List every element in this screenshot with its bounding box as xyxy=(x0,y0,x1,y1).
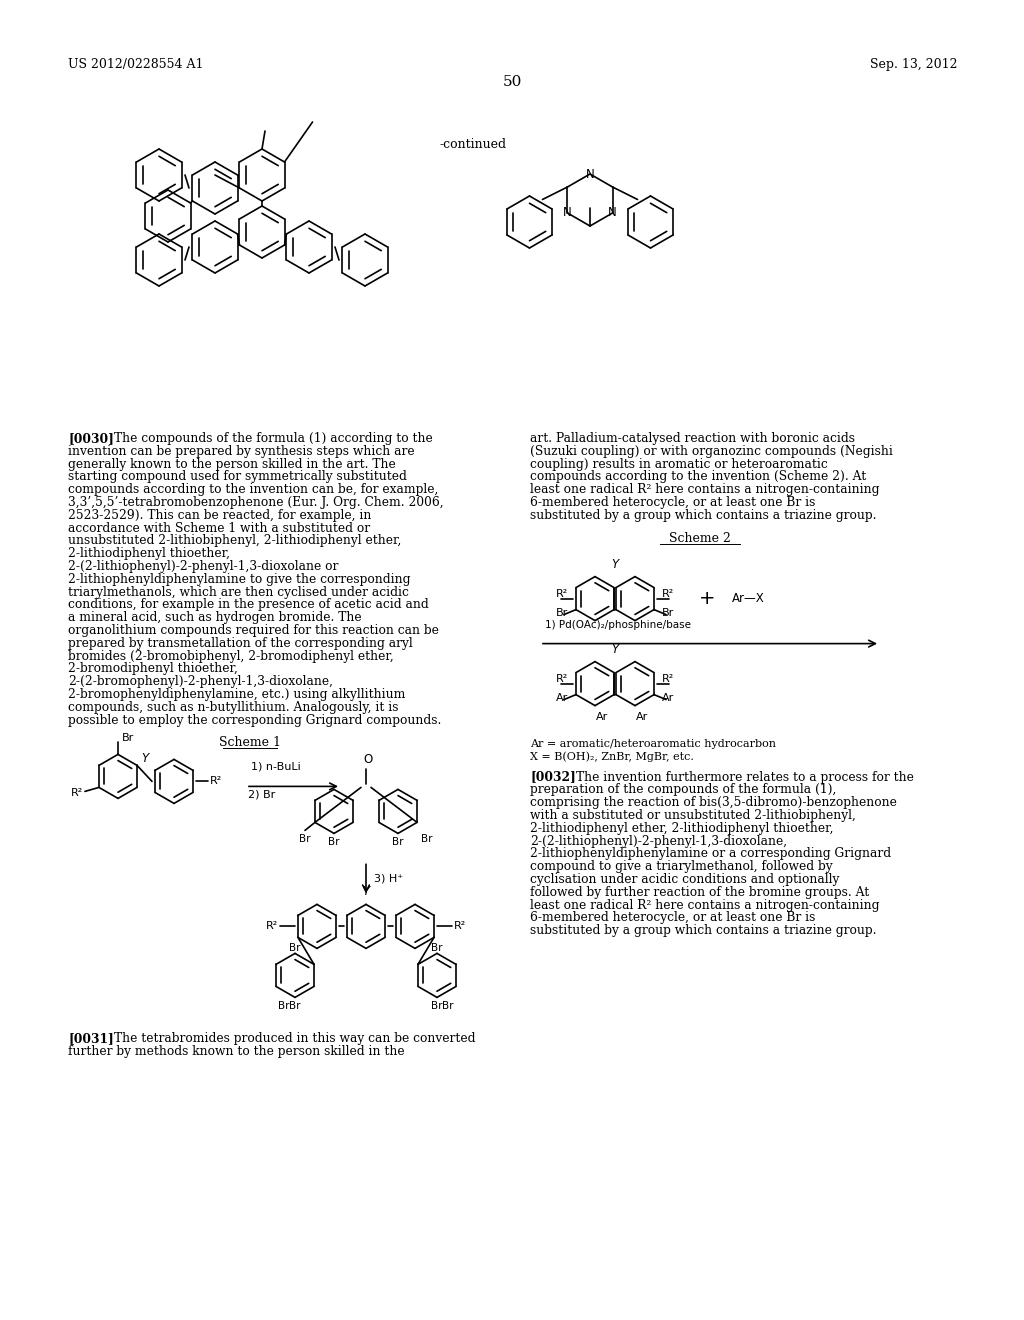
Text: 6-membered heterocycle, or at least one Br is: 6-membered heterocycle, or at least one … xyxy=(530,496,815,510)
Text: N: N xyxy=(608,206,616,219)
Text: Br: Br xyxy=(556,607,568,618)
Text: R²: R² xyxy=(266,921,278,932)
Text: Br: Br xyxy=(122,734,134,743)
Text: Br: Br xyxy=(421,834,433,845)
Text: N: N xyxy=(563,206,571,219)
Text: 2-bromodiphenyl thioether,: 2-bromodiphenyl thioether, xyxy=(68,663,238,676)
Text: -continued: -continued xyxy=(440,139,507,150)
Text: followed by further reaction of the bromine groups. At: followed by further reaction of the brom… xyxy=(530,886,869,899)
Text: 50: 50 xyxy=(503,75,521,88)
Text: 2523-2529). This can be reacted, for example, in: 2523-2529). This can be reacted, for exa… xyxy=(68,508,372,521)
Text: Br: Br xyxy=(442,1002,454,1011)
Text: 2) Br: 2) Br xyxy=(248,789,275,800)
Text: further by methods known to the person skilled in the: further by methods known to the person s… xyxy=(68,1045,404,1059)
Text: preparation of the compounds of the formula (1),: preparation of the compounds of the form… xyxy=(530,783,837,796)
Text: triarylmethanols, which are then cyclised under acidic: triarylmethanols, which are then cyclise… xyxy=(68,586,409,598)
Text: compound to give a triarylmethanol, followed by: compound to give a triarylmethanol, foll… xyxy=(530,861,833,874)
Text: accordance with Scheme 1 with a substituted or: accordance with Scheme 1 with a substitu… xyxy=(68,521,370,535)
Text: compounds according to the invention can be, for example,: compounds according to the invention can… xyxy=(68,483,438,496)
Text: X = B(OH)₂, ZnBr, MgBr, etc.: X = B(OH)₂, ZnBr, MgBr, etc. xyxy=(530,751,694,762)
Text: Br: Br xyxy=(662,607,674,618)
Text: 2-(2-lithiophenyl)-2-phenyl-1,3-dioxolane,: 2-(2-lithiophenyl)-2-phenyl-1,3-dioxolan… xyxy=(530,834,787,847)
Text: R²: R² xyxy=(556,673,568,684)
Text: 3,3’,5,5’-tetrabromobenzophenone (Eur. J. Org. Chem. 2006,: 3,3’,5,5’-tetrabromobenzophenone (Eur. J… xyxy=(68,496,443,510)
Text: 1) n-BuLi: 1) n-BuLi xyxy=(251,762,301,771)
Text: prepared by transmetallation of the corresponding aryl: prepared by transmetallation of the corr… xyxy=(68,636,413,649)
Text: US 2012/0228554 A1: US 2012/0228554 A1 xyxy=(68,58,204,71)
Text: unsubstituted 2-lithiobiphenyl, 2-lithiodiphenyl ether,: unsubstituted 2-lithiobiphenyl, 2-lithio… xyxy=(68,535,401,548)
Text: Ar: Ar xyxy=(636,711,648,722)
Text: starting compound used for symmetrically substituted: starting compound used for symmetrically… xyxy=(68,470,407,483)
Text: R²: R² xyxy=(71,788,83,799)
Text: R²: R² xyxy=(210,776,222,787)
Text: [0032]: [0032] xyxy=(530,771,575,784)
Text: O: O xyxy=(364,754,373,767)
Text: 3) H⁺: 3) H⁺ xyxy=(374,874,403,884)
Text: 1) Pd(OAc)₂/phosphine/base: 1) Pd(OAc)₂/phosphine/base xyxy=(545,619,691,630)
Text: a mineral acid, such as hydrogen bromide. The: a mineral acid, such as hydrogen bromide… xyxy=(68,611,361,624)
Text: R²: R² xyxy=(454,921,466,932)
Text: Ar: Ar xyxy=(662,693,674,702)
Text: Br: Br xyxy=(279,1002,290,1011)
Text: The invention furthermore relates to a process for the: The invention furthermore relates to a p… xyxy=(575,771,913,784)
Text: Ar—X: Ar—X xyxy=(732,593,765,605)
Text: Br: Br xyxy=(289,1002,301,1011)
Text: N: N xyxy=(586,168,594,181)
Text: least one radical R² here contains a nitrogen-containing: least one radical R² here contains a nit… xyxy=(530,899,880,912)
Text: Br: Br xyxy=(299,834,310,845)
Text: conditions, for example in the presence of acetic acid and: conditions, for example in the presence … xyxy=(68,598,429,611)
Text: Br: Br xyxy=(329,837,340,847)
Text: Ar = aromatic/heteroaromatic hydrocarbon: Ar = aromatic/heteroaromatic hydrocarbon xyxy=(530,739,776,748)
Text: Br: Br xyxy=(431,1002,442,1011)
Text: Br: Br xyxy=(431,944,442,953)
Text: bromides (2-bromobiphenyl, 2-bromodiphenyl ether,: bromides (2-bromobiphenyl, 2-bromodiphen… xyxy=(68,649,394,663)
Text: 2-bromophenyldiphenylamine, etc.) using alkyllithium: 2-bromophenyldiphenylamine, etc.) using … xyxy=(68,688,406,701)
Text: substituted by a group which contains a triazine group.: substituted by a group which contains a … xyxy=(530,924,877,937)
Text: The compounds of the formula (1) according to the: The compounds of the formula (1) accordi… xyxy=(114,432,433,445)
Text: with a substituted or unsubstituted 2-lithiobiphenyl,: with a substituted or unsubstituted 2-li… xyxy=(530,809,856,822)
Text: Y: Y xyxy=(362,886,370,899)
Text: Ar: Ar xyxy=(556,693,568,702)
Text: R²: R² xyxy=(662,673,674,684)
Text: generally known to the person skilled in the art. The: generally known to the person skilled in… xyxy=(68,458,395,471)
Text: Y: Y xyxy=(141,752,148,766)
Text: possible to employ the corresponding Grignard compounds.: possible to employ the corresponding Gri… xyxy=(68,714,441,726)
Text: Br: Br xyxy=(289,944,301,953)
Text: Br: Br xyxy=(392,837,403,847)
Text: [0031]: [0031] xyxy=(68,1032,114,1045)
Text: R²: R² xyxy=(662,589,674,598)
Text: 2-lithiophenyldiphenylamine to give the corresponding: 2-lithiophenyldiphenylamine to give the … xyxy=(68,573,411,586)
Text: compounds, such as n-butyllithium. Analogously, it is: compounds, such as n-butyllithium. Analo… xyxy=(68,701,398,714)
Text: 2-(2-bromophenyl)-2-phenyl-1,3-dioxolane,: 2-(2-bromophenyl)-2-phenyl-1,3-dioxolane… xyxy=(68,676,333,688)
Text: organolithium compounds required for this reaction can be: organolithium compounds required for thi… xyxy=(68,624,439,638)
Text: substituted by a group which contains a triazine group.: substituted by a group which contains a … xyxy=(530,508,877,521)
Text: least one radical R² here contains a nitrogen-containing: least one radical R² here contains a nit… xyxy=(530,483,880,496)
Text: 2-lithiophenyldiphenylamine or a corresponding Grignard: 2-lithiophenyldiphenylamine or a corresp… xyxy=(530,847,891,861)
Text: 2-lithiodiphenyl thioether,: 2-lithiodiphenyl thioether, xyxy=(68,548,230,560)
Text: compounds according to the invention (Scheme 2). At: compounds according to the invention (Sc… xyxy=(530,470,866,483)
Text: (Suzuki coupling) or with organozinc compounds (Negishi: (Suzuki coupling) or with organozinc com… xyxy=(530,445,893,458)
Text: art. Palladium-catalysed reaction with boronic acids: art. Palladium-catalysed reaction with b… xyxy=(530,432,855,445)
Text: cyclisation under acidic conditions and optionally: cyclisation under acidic conditions and … xyxy=(530,873,840,886)
Text: Y: Y xyxy=(611,643,618,656)
Text: 2-(2-lithiophenyl)-2-phenyl-1,3-dioxolane or: 2-(2-lithiophenyl)-2-phenyl-1,3-dioxolan… xyxy=(68,560,338,573)
Text: Scheme 1: Scheme 1 xyxy=(219,737,281,750)
Text: Scheme 2: Scheme 2 xyxy=(669,532,731,545)
Text: 6-membered heterocycle, or at least one Br is: 6-membered heterocycle, or at least one … xyxy=(530,911,815,924)
Text: coupling) results in aromatic or heteroaromatic: coupling) results in aromatic or heteroa… xyxy=(530,458,827,471)
Text: Y: Y xyxy=(611,557,618,570)
Text: [0030]: [0030] xyxy=(68,432,114,445)
Text: comprising the reaction of bis(3,5-dibromo)-benzophenone: comprising the reaction of bis(3,5-dibro… xyxy=(530,796,897,809)
Text: Sep. 13, 2012: Sep. 13, 2012 xyxy=(870,58,958,71)
Text: invention can be prepared by synthesis steps which are: invention can be prepared by synthesis s… xyxy=(68,445,415,458)
Text: R²: R² xyxy=(556,589,568,598)
Text: Ar: Ar xyxy=(596,711,607,722)
Text: 2-lithiodiphenyl ether, 2-lithiodiphenyl thioether,: 2-lithiodiphenyl ether, 2-lithiodiphenyl… xyxy=(530,822,834,834)
Text: The tetrabromides produced in this way can be converted: The tetrabromides produced in this way c… xyxy=(114,1032,475,1045)
Text: +: + xyxy=(698,589,715,609)
